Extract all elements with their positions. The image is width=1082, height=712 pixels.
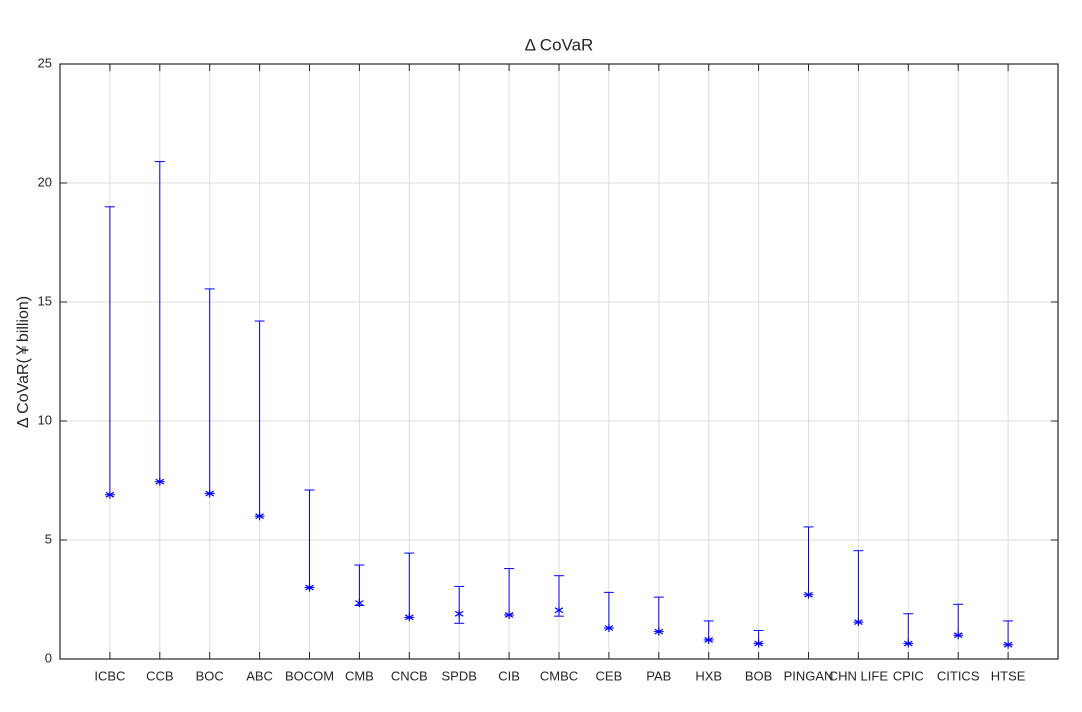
x-tick-label: CEB xyxy=(596,668,623,683)
marker xyxy=(305,583,314,592)
y-tick-label: 0 xyxy=(45,650,52,665)
marker xyxy=(155,477,165,486)
y-tick-label: 25 xyxy=(38,55,52,70)
marker xyxy=(1003,640,1013,649)
marker xyxy=(604,624,614,633)
x-tick-label: ICBC xyxy=(94,668,125,683)
y-tick-label: 20 xyxy=(38,174,52,189)
x-tick-label: BOCOM xyxy=(285,668,334,683)
x-tick-label: CNCB xyxy=(391,668,428,683)
x-tick-label: PINGAN xyxy=(784,668,834,683)
x-tick-label: PAB xyxy=(646,668,671,683)
x-tick-label: CMBC xyxy=(540,668,578,683)
x-tick-label: BOB xyxy=(745,668,772,683)
plot-frame xyxy=(59,63,1059,660)
marker xyxy=(654,627,664,636)
y-tick-label: 5 xyxy=(45,531,52,546)
marker xyxy=(953,631,963,640)
marker xyxy=(754,639,763,648)
x-tick-label: HTSE xyxy=(991,668,1026,683)
marker xyxy=(454,609,464,618)
chart-title: Δ CoVaR xyxy=(525,35,594,54)
x-tick-label: CHN LIFE xyxy=(829,668,889,683)
marker xyxy=(704,635,714,644)
marker xyxy=(205,489,215,498)
marker xyxy=(504,610,514,619)
marker xyxy=(804,590,813,599)
x-tick-label: ABC xyxy=(246,668,273,683)
y-tick-label: 10 xyxy=(38,412,52,427)
x-tick-label: CCB xyxy=(146,668,173,683)
x-tick-label: CIB xyxy=(498,668,520,683)
x-tick-label: CITICS xyxy=(937,668,980,683)
y-tick-label: 15 xyxy=(38,293,52,308)
marker xyxy=(554,606,564,615)
marker xyxy=(355,599,364,608)
x-tick-label: SPDB xyxy=(441,668,476,683)
marker xyxy=(903,639,913,648)
x-tick-label: BOC xyxy=(196,668,224,683)
marker xyxy=(105,490,115,499)
x-tick-label: CPIC xyxy=(893,668,924,683)
x-tick-label: CMB xyxy=(345,668,374,683)
marker xyxy=(854,618,863,627)
x-tick-label: HXB xyxy=(695,668,722,683)
marker xyxy=(404,613,414,622)
marker xyxy=(255,512,264,521)
y-axis-label: Δ CoVaR(￥billion) xyxy=(15,296,32,428)
